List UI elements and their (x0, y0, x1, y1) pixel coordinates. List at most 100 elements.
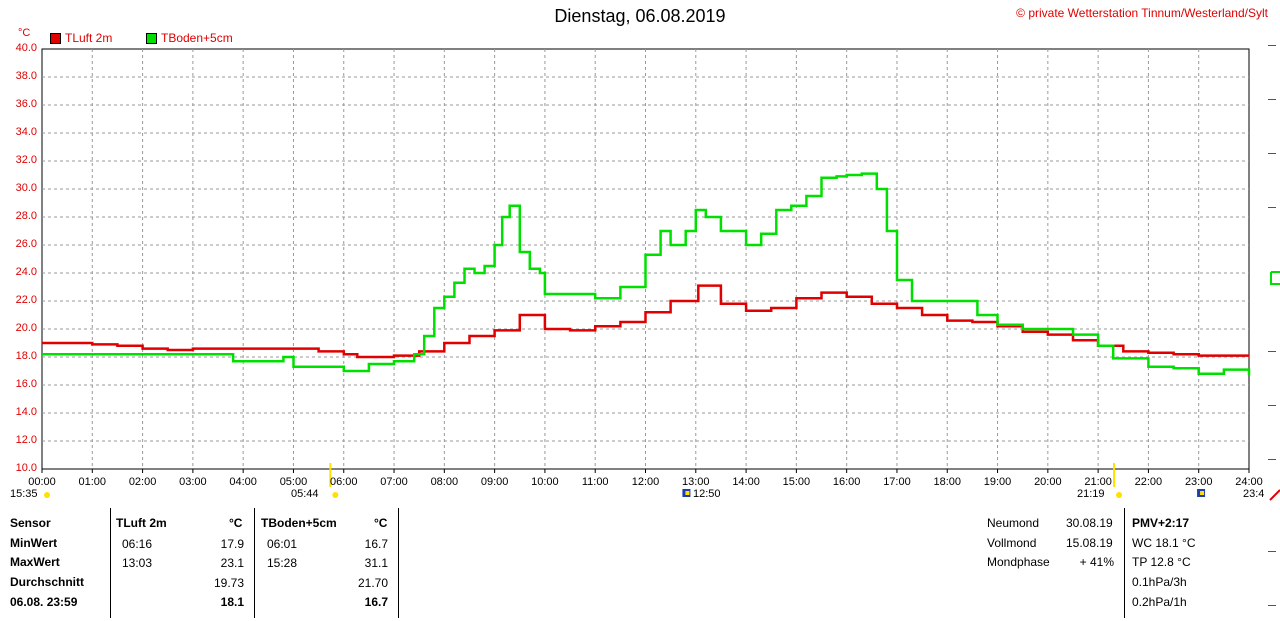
x-tick-label: 02:00 (128, 476, 157, 488)
sun-icon (1116, 492, 1123, 498)
x-tick-label: 20:00 (1034, 476, 1062, 488)
event-label-3: 12:50 (693, 488, 721, 500)
legend-item-tboden: TBoden+5cm (146, 31, 233, 45)
row-label-max: MaxWert (10, 555, 60, 569)
pmv-header: PMV+2:17 (1132, 516, 1190, 530)
table-divider-3 (398, 508, 399, 618)
mondphase-label: Mondphase (987, 555, 1050, 569)
sensor-header: Sensor (10, 516, 51, 530)
tboden-max-time: 15:28 (267, 556, 298, 570)
tboden-min-time: 06:01 (267, 537, 298, 551)
event-label-5: 23:4 (1243, 488, 1265, 500)
tluft-avg: 19.73 (213, 576, 244, 590)
x-tick-label: 18:00 (933, 476, 962, 488)
tboden-max-value: 31.1 (364, 556, 388, 570)
x-tick-label: 09:00 (480, 476, 509, 488)
mondphase-value: + 41% (1079, 555, 1114, 569)
edge-mark (1268, 351, 1276, 352)
x-tick-label: 07:00 (380, 476, 408, 488)
y-tick-label: 32.0 (15, 154, 37, 166)
pmv-wc: WC 18.1 °C (1132, 536, 1196, 550)
vollmond-label: Vollmond (987, 536, 1037, 550)
y-tick-label: 20.0 (15, 322, 37, 334)
tluft-max-time: 13:03 (122, 556, 153, 570)
x-tick-label: 11:00 (581, 476, 609, 488)
chart-title: Dienstag, 06.08.2019 (554, 6, 726, 26)
edge-mark (1268, 605, 1276, 606)
y-unit-label: °C (18, 27, 31, 39)
y-tick-label: 34.0 (15, 126, 37, 138)
y-tick-label: 18.0 (15, 350, 37, 362)
y-tick-label: 12.0 (15, 434, 37, 446)
y-tick-label: 26.0 (15, 238, 37, 250)
tluft-max-value: 23.1 (220, 556, 244, 570)
row-label-avg: Durchschnitt (10, 575, 85, 589)
x-tick-label: 00:00 (28, 476, 56, 488)
edge-mark (1268, 405, 1276, 406)
event-label-1: 15:35 (10, 488, 38, 500)
x-tick-label: 21:00 (1084, 476, 1112, 488)
row-label-current: 06.08. 23:59 (10, 595, 78, 609)
legend-item-tluft: TLuft 2m (50, 31, 112, 45)
x-tick-label: 03:00 (179, 476, 207, 488)
x-tick-label: 17:00 (883, 476, 911, 488)
tluft-min-time: 06:16 (122, 537, 153, 551)
y-tick-label: 28.0 (15, 210, 37, 222)
tboden-avg: 21.70 (357, 576, 388, 590)
edge-mark (1268, 459, 1276, 460)
offscreen-series-fragment (1269, 489, 1280, 501)
series-line-tluft (42, 284, 1249, 359)
x-tick-label: 19:00 (983, 476, 1012, 488)
tluft-current: 18.1 (220, 595, 244, 609)
sun-icon (332, 492, 339, 498)
x-tick-label: 10:00 (531, 476, 559, 488)
edge-mark (1268, 153, 1276, 154)
x-tick-label: 12:00 (631, 476, 660, 488)
edge-mark (1268, 99, 1276, 100)
table-divider-2 (254, 508, 255, 618)
tboden-header: TBoden+5cm (261, 516, 337, 530)
x-tick-label: 24:00 (1235, 476, 1263, 488)
pmv-divider (1124, 508, 1125, 618)
x-tick-label: 22:00 (1134, 476, 1163, 488)
x-tick-label: 05:00 (279, 476, 308, 488)
y-tick-label: 40.0 (15, 42, 37, 54)
sun-icon (44, 492, 50, 498)
y-tick-label: 30.0 (15, 182, 37, 194)
x-tick-label: 23:00 (1184, 476, 1213, 488)
tboden-unit: °C (374, 516, 388, 530)
y-tick-label: 22.0 (15, 294, 37, 306)
x-tick-label: 08:00 (430, 476, 459, 488)
y-tick-label: 14.0 (15, 406, 37, 418)
y-tick-label: 16.0 (15, 378, 37, 390)
x-tick-label: 15:00 (782, 476, 811, 488)
event-label-4: 21:19 (1077, 488, 1105, 500)
y-tick-label: 36.0 (15, 98, 37, 110)
offscreen-series-fragment (1270, 271, 1280, 285)
legend-label-tboden: TBoden+5cm (161, 31, 233, 45)
x-tick-label: 04:00 (229, 476, 257, 488)
copyright-text: © private Wetterstation Tinnum/Westerlan… (1016, 6, 1268, 20)
row-label-min: MinWert (10, 536, 58, 550)
event-label-2: 05:44 (291, 488, 319, 500)
x-tick-label: 06:00 (329, 476, 358, 488)
x-tick-label: 01:00 (78, 476, 107, 488)
pmv-pressure-3h: 0.1hPa/3h (1132, 575, 1187, 589)
moon-icon-highlight (685, 491, 690, 495)
x-tick-label: 14:00 (732, 476, 760, 488)
series-line-tboden (42, 172, 1251, 376)
neumond-label: Neumond (987, 516, 1040, 530)
y-tick-label: 10.0 (15, 462, 37, 474)
y-tick-label: 38.0 (15, 70, 37, 82)
tboden-current: 16.7 (364, 595, 388, 609)
legend-swatch-tboden (146, 32, 157, 44)
moon-icon-highlight (1200, 491, 1205, 495)
neumond-date: 30.08.19 (1066, 516, 1113, 530)
vollmond-date: 15.08.19 (1066, 536, 1113, 550)
pmv-pressure-1h: 0.2hPa/1h (1132, 595, 1187, 609)
legend-swatch-tluft (50, 32, 61, 44)
edge-mark (1268, 207, 1276, 208)
tluft-min-value: 17.9 (220, 537, 244, 551)
legend-label-tluft: TLuft 2m (65, 31, 113, 45)
